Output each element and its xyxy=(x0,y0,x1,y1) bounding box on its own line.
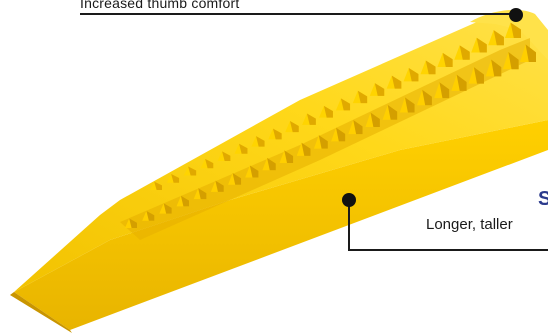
tooth-shade xyxy=(425,60,436,75)
tooth-shade xyxy=(215,180,224,192)
tooth-shade xyxy=(129,218,137,228)
tooth-shade xyxy=(154,181,162,190)
tooth-shade xyxy=(306,113,316,125)
tooth-shade xyxy=(491,59,502,77)
tooth-shade xyxy=(163,203,172,214)
tooth-shade xyxy=(357,90,368,104)
teeth-row-front xyxy=(125,44,536,228)
tooth-shade xyxy=(249,165,259,178)
tooth-shade xyxy=(476,37,487,53)
tooth-shade xyxy=(340,98,351,111)
tooth-shade xyxy=(318,135,328,149)
wedge-side-face xyxy=(14,120,548,330)
tooth-shade xyxy=(301,142,311,156)
tooth-shade xyxy=(232,173,242,185)
tooth-shade xyxy=(391,75,402,89)
tooth-shade xyxy=(439,82,450,99)
teeth-row-back xyxy=(150,22,521,190)
tooth-shade xyxy=(408,68,419,82)
tooth-shade xyxy=(323,105,333,118)
tooth-shade xyxy=(493,30,504,46)
tooth-shade xyxy=(510,22,521,38)
tooth-shade xyxy=(422,89,432,106)
tooth-shade xyxy=(198,188,207,200)
wedge-bottom-edge xyxy=(10,292,72,333)
top-leader-dot xyxy=(509,8,523,22)
tooth-shade xyxy=(222,151,231,162)
tooth-shade xyxy=(256,136,265,147)
tooth-shade xyxy=(188,166,197,176)
tooth-shade xyxy=(459,45,470,60)
tooth-shade xyxy=(442,52,453,67)
wedge-thumb-rest xyxy=(470,9,548,60)
tooth-shade xyxy=(404,97,415,113)
right-callout-heading: S xyxy=(538,188,548,210)
tooth-shade xyxy=(205,158,214,169)
tooth-shade xyxy=(473,67,484,84)
top-callout-text: Increased thumb comfort xyxy=(80,0,240,11)
tooth-shade xyxy=(525,44,536,62)
tooth-shade xyxy=(508,51,519,70)
tooth-shade xyxy=(284,150,294,164)
tooth-shade xyxy=(171,174,180,183)
right-leader-line xyxy=(348,200,548,251)
tooth-shade xyxy=(370,112,380,127)
tooth-shade xyxy=(374,83,385,96)
right-callout-text: Longer, taller xyxy=(426,216,513,233)
tooth-shade xyxy=(180,195,190,207)
tooth-shade xyxy=(146,210,155,221)
tooth-shade xyxy=(267,157,276,171)
tooth-shade xyxy=(353,120,363,135)
tooth-shade xyxy=(273,128,282,140)
tooth-shade xyxy=(456,74,467,91)
tooth-shade xyxy=(239,143,248,154)
tooth-shade xyxy=(336,127,346,142)
right-leader-dot xyxy=(342,193,356,207)
tooth-shade xyxy=(289,121,299,133)
tooth-shade xyxy=(387,104,398,120)
callout-leaders xyxy=(80,8,548,251)
